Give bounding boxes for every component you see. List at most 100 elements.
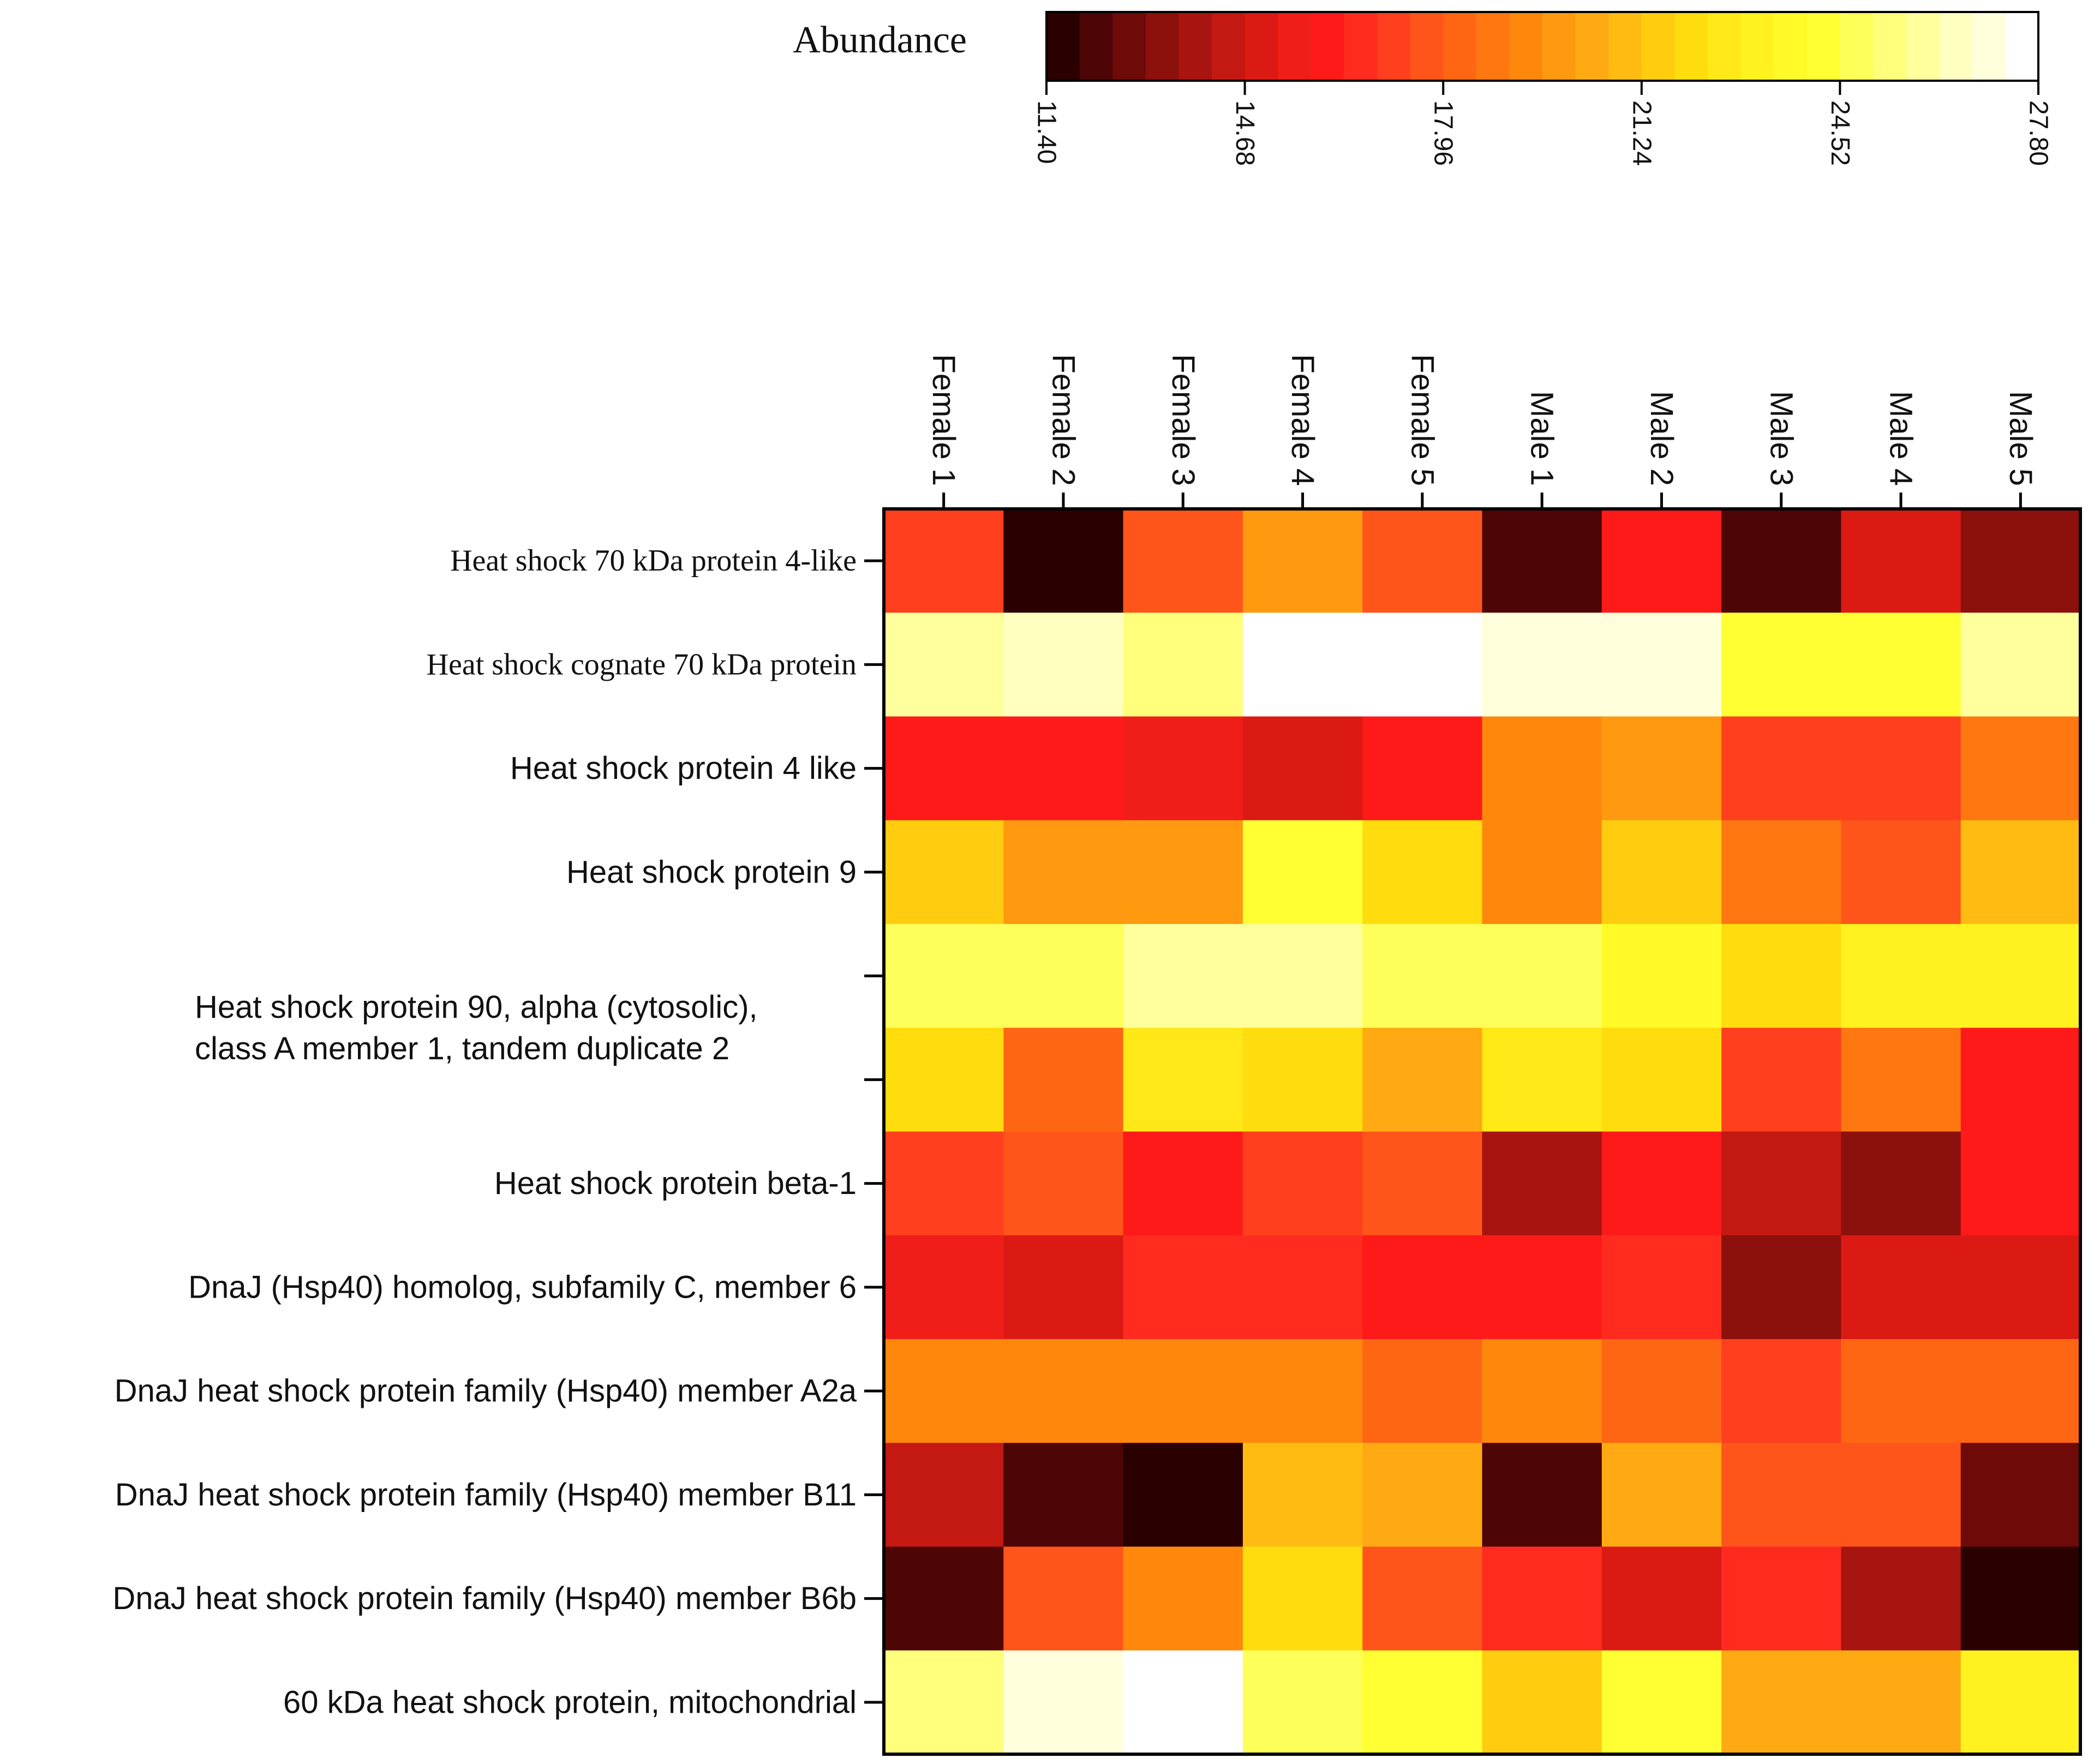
heatmap-cell — [1960, 613, 2081, 717]
heatmap-cell — [1003, 1339, 1124, 1444]
heatmap-cell — [1003, 716, 1124, 821]
column-labels: Female 1 Female 2 Female 3 Female 4 Female 5… — [926, 354, 2038, 509]
heatmap-cell — [1841, 924, 1961, 1029]
row-labels: Heat shock 70 kDa protein 4-like Heat sho… — [112, 544, 884, 1720]
heatmap-cell — [884, 1339, 1004, 1444]
heatmap-cell — [1601, 924, 1722, 1029]
heatmap-cell — [1721, 1443, 1842, 1547]
heatmap-cell — [1242, 820, 1363, 925]
heatmap-cell — [1362, 1339, 1483, 1444]
heatmap-cell — [1482, 1235, 1602, 1340]
column-label: Female 5 — [1404, 354, 1440, 486]
heatmap-cell — [1960, 924, 2081, 1029]
heatmap-cell — [1960, 509, 2081, 614]
heatmap-cell — [884, 716, 1004, 821]
heatmap-cell — [1482, 820, 1602, 925]
heatmap-cell — [1482, 1546, 1602, 1651]
heatmap-cell — [1123, 924, 1243, 1029]
colorbar-bin — [1145, 12, 1179, 81]
heatmap-cell — [1601, 716, 1722, 821]
heatmap-cell — [1960, 820, 2081, 925]
row-label: 60 kDa heat shock protein, mitochondrial — [283, 1684, 857, 1720]
colorbar-bin — [1278, 12, 1312, 81]
heatmap-cell — [1362, 1546, 1483, 1651]
column-label: Male 2 — [1644, 391, 1679, 486]
colorbar: Abundance 11.40 14.68 17.96 21.24 24.52 27.80 — [793, 11, 2053, 166]
heatmap-cell — [1841, 613, 1961, 717]
row-label: DnaJ heat shock protein family (Hsp40) m… — [112, 1581, 857, 1616]
heatmap-cell — [1482, 1339, 1602, 1444]
heatmap-cell — [1721, 1339, 1842, 1444]
heatmap-border — [882, 507, 2082, 1756]
heatmap-cell — [1841, 820, 1961, 925]
heatmap-cell — [1482, 509, 1602, 614]
row-label: Heat shock 70 kDa protein 4-like — [450, 544, 857, 578]
colorbar-tick-label: 27.80 — [2024, 100, 2053, 166]
heatmap-cell — [1721, 509, 1842, 614]
colorbar-bin — [1079, 12, 1113, 81]
heatmap-cell — [1362, 1131, 1483, 1236]
heatmap-cell — [1242, 1339, 1363, 1444]
heatmap-cell — [884, 1546, 1004, 1651]
heatmap-cell — [1601, 613, 1722, 717]
colorbar-bin — [1641, 12, 1675, 81]
heatmap-cell — [1242, 509, 1363, 614]
colorbar-bin — [1674, 12, 1708, 81]
heatmap-cell — [1003, 820, 1124, 925]
heatmap-cell — [884, 1443, 1004, 1547]
heatmap-cell — [1242, 1650, 1363, 1755]
heatmap-cell — [1003, 1131, 1124, 1236]
heatmap-cell — [1960, 1131, 2081, 1236]
heatmap-cell — [1242, 716, 1363, 821]
heatmap-cell — [1601, 1339, 1722, 1444]
heatmap-cell — [1003, 613, 1124, 717]
heatmap-cell — [1960, 1650, 2081, 1755]
heatmap-cell — [1841, 1028, 1961, 1132]
heatmap-cell — [1242, 1443, 1363, 1547]
colorbar-border — [1045, 11, 2039, 82]
colorbar-bin — [1806, 12, 1840, 81]
heatmap-cell — [1003, 1028, 1124, 1132]
heatmap-cell — [1482, 1443, 1602, 1547]
column-label: Female 2 — [1045, 354, 1081, 486]
colorbar-tick-label: 14.68 — [1230, 100, 1259, 166]
row-label: Heat shock protein 9 — [566, 854, 857, 890]
heatmap-cell — [1960, 1339, 2081, 1444]
heatmap-cell — [1841, 716, 1961, 821]
row-label: Heat shock protein 4 like — [510, 751, 857, 786]
row-label: Heat shock protein 90, alpha (cytosolic)… — [195, 989, 758, 1025]
column-label: Male 1 — [1524, 391, 1560, 486]
heatmap-cell — [1482, 613, 1602, 717]
heatmap-cell — [1242, 613, 1363, 717]
heatmap-cell — [1721, 924, 1842, 1029]
heatmap-cell — [1362, 820, 1483, 925]
heatmap-cell — [1721, 1650, 1842, 1755]
heatmap-cell — [1362, 613, 1483, 717]
heatmap-cell — [1841, 1131, 1961, 1236]
heatmap-cell — [1123, 509, 1243, 614]
heatmap-cell — [1601, 1546, 1722, 1651]
heatmap-cell — [1841, 1546, 1961, 1651]
heatmap-cell — [1601, 1235, 1722, 1340]
heatmap-cell — [1003, 924, 1124, 1029]
heatmap-cell — [1960, 1028, 2081, 1132]
heatmap-cell — [884, 1650, 1004, 1755]
heatmap-cell — [1601, 1443, 1722, 1547]
colorbar-bin — [1542, 12, 1576, 81]
heatmap-cell — [1721, 1028, 1842, 1132]
heatmap-cell — [1601, 509, 1722, 614]
heatmap-cell — [1123, 1235, 1243, 1340]
heatmap-cell — [1123, 1028, 1243, 1132]
colorbar-label: Abundance — [793, 19, 967, 61]
heatmap-cell — [1003, 1650, 1124, 1755]
row-label: Heat shock cognate 70 kDa protein — [427, 647, 857, 681]
colorbar-bin — [1212, 12, 1246, 81]
heatmap-cell — [1960, 716, 2081, 821]
heatmap-cell — [1362, 1235, 1483, 1340]
row-label: Heat shock protein beta-1 — [494, 1166, 857, 1201]
colorbar-tick-label: 24.52 — [1826, 100, 1854, 166]
colorbar-bin — [1774, 12, 1808, 81]
heatmap-cell — [1482, 1650, 1602, 1755]
colorbar-bin — [2005, 12, 2039, 81]
